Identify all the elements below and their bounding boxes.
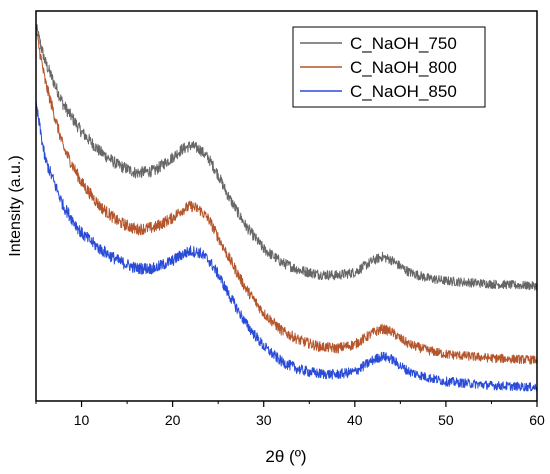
series-line-C_NaOH_750 [35,24,538,291]
y-axis-label: Intensity (a.u.) [7,155,24,256]
plot-frame [35,10,538,402]
x-axis-ticks: 10 20 30 40 50 60 [35,401,545,428]
x-tick-label: 60 [529,412,545,428]
series-layer [35,24,538,392]
x-tick-label: 10 [74,412,90,428]
x-tick-label: 40 [347,412,363,428]
x-axis-label: 2θ (º) [265,447,306,466]
legend: C_NaOH_750 C_NaOH_800 C_NaOH_850 [292,26,486,108]
x-tick-label: 30 [256,412,272,428]
legend-label: C_NaOH_750 [350,34,457,53]
series-line-C_NaOH_850 [35,100,538,392]
series-line-C_NaOH_800 [35,26,538,365]
x-tick-label: 50 [438,412,454,428]
legend-label: C_NaOH_850 [350,82,457,101]
x-tick-label: 20 [165,412,181,428]
legend-label: C_NaOH_800 [350,58,457,77]
